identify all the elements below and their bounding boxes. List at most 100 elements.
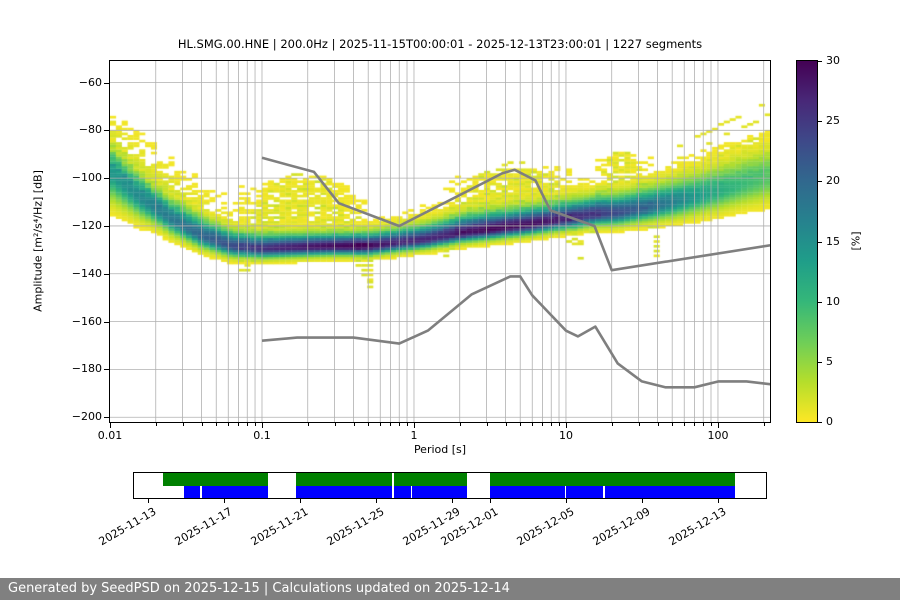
coverage-segment-blue <box>566 485 603 498</box>
timeline-tick <box>718 499 719 503</box>
colorbar-tick <box>818 121 822 123</box>
x-tick-minor <box>520 423 522 426</box>
colorbar-tick <box>818 301 822 303</box>
x-tick-label: 10 <box>559 429 573 442</box>
timeline-date-label: 2025-12-05 <box>514 505 577 549</box>
ppsd-heatmap-canvas <box>110 61 770 422</box>
x-tick-minor <box>684 423 686 426</box>
gridlines <box>110 61 770 422</box>
y-tick-label: −140 <box>71 266 102 280</box>
colorbar-tick <box>818 241 822 243</box>
x-tick-minor <box>380 423 382 426</box>
colorbar-tick-label: 15 <box>826 234 840 248</box>
x-tick-major <box>718 423 719 428</box>
coverage-timeline <box>133 472 767 499</box>
timeline-tick <box>147 499 149 503</box>
colorbar-tick-label: 10 <box>826 294 840 308</box>
colorbar-label: [%] <box>849 231 863 251</box>
x-tick-minor <box>247 423 249 426</box>
x-tick-minor <box>334 423 336 426</box>
coverage-segment-blue <box>604 485 736 498</box>
x-tick-minor <box>657 423 659 426</box>
x-tick-minor <box>307 423 309 426</box>
y-tick-label: −60 <box>78 75 102 89</box>
timeline-tick <box>223 499 225 503</box>
x-tick-minor <box>238 423 240 426</box>
colorbar <box>796 60 818 423</box>
x-tick-minor <box>763 423 765 426</box>
availability-segment-green <box>295 473 392 486</box>
x-tick-minor <box>486 423 488 426</box>
timeline-date-label: 2025-11-17 <box>172 505 235 549</box>
x-tick-minor <box>368 423 370 426</box>
x-tick-minor <box>703 423 705 426</box>
availability-segment-green <box>393 473 468 486</box>
x-tick-label: 0.01 <box>97 429 123 442</box>
timeline-tick <box>376 499 378 503</box>
colorbar-tick <box>818 361 822 363</box>
y-tick-label: −120 <box>71 219 102 232</box>
y-tick-major <box>104 321 109 323</box>
x-tick-major <box>110 423 111 428</box>
timeline-tick <box>451 499 453 503</box>
x-tick-minor <box>155 423 157 426</box>
timeline-tick <box>566 499 568 503</box>
x-tick-label: 0.1 <box>253 429 271 442</box>
plot-title: HL.SMG.00.HNE | 200.0Hz | 2025-11-15T00:… <box>177 37 703 51</box>
timeline-tick <box>300 499 302 503</box>
y-tick-major <box>104 369 109 371</box>
y-tick-label: −160 <box>71 314 102 328</box>
x-tick-minor <box>559 423 560 426</box>
x-tick-minor <box>672 423 674 426</box>
plot-overlay <box>110 61 770 422</box>
y-tick-label: −200 <box>71 410 102 424</box>
y-tick-label: −80 <box>78 123 102 137</box>
x-tick-minor <box>201 423 203 426</box>
colorbar-tick-label: 20 <box>826 174 840 188</box>
x-tick-major <box>566 423 567 428</box>
high-noise-model-line <box>261 156 770 272</box>
availability-segment-green <box>489 473 736 486</box>
x-tick-minor <box>505 423 507 426</box>
y-tick-major <box>104 82 109 84</box>
low-noise-model-line <box>261 275 770 389</box>
x-tick-minor <box>459 423 461 426</box>
timeline-tick <box>642 499 644 503</box>
x-tick-minor <box>255 423 256 426</box>
y-tick-major <box>104 130 109 132</box>
footer-bar: Generated by SeedPSD on 2025-12-15 | Cal… <box>0 578 900 600</box>
x-tick-minor <box>638 423 640 426</box>
colorbar-tick-label: 25 <box>826 114 840 128</box>
y-tick-major <box>104 226 109 227</box>
x-tick-minor <box>228 423 230 426</box>
coverage-segment-blue <box>183 485 200 498</box>
timeline-date-label: 2025-11-25 <box>324 505 387 549</box>
y-tick-major <box>104 273 109 275</box>
x-tick-minor <box>711 423 712 426</box>
x-tick-minor <box>694 423 696 426</box>
y-axis-label: Amplitude [m²/s⁴/Hz] [dB] <box>31 170 45 312</box>
y-tick-major <box>104 417 109 419</box>
coverage-segment-blue <box>295 485 392 498</box>
main-plot <box>109 60 771 423</box>
x-tick-minor <box>182 423 184 426</box>
x-tick-major <box>262 423 263 428</box>
colorbar-tick <box>818 181 822 183</box>
x-tick-minor <box>542 423 544 426</box>
footer-text: Generated by SeedPSD on 2025-12-15 | Cal… <box>8 581 510 596</box>
coverage-segment-blue <box>202 485 268 498</box>
y-tick-label: −100 <box>71 171 102 185</box>
colorbar-tick-label: 0 <box>826 415 833 428</box>
timeline-date-label: 2025-12-09 <box>590 505 653 549</box>
y-tick-major <box>104 178 109 180</box>
colorbar-tick-label: 5 <box>826 354 833 368</box>
x-tick-minor <box>399 423 401 426</box>
timeline-date-label: 2025-12-13 <box>666 505 729 549</box>
timeline-date-label: 2025-11-21 <box>248 505 311 549</box>
x-tick-minor <box>611 423 613 426</box>
colorbar-tick <box>818 422 822 423</box>
y-tick-label: −180 <box>71 362 102 376</box>
coverage-segment-blue <box>412 485 468 498</box>
colorbar-tick-label: 30 <box>826 54 840 67</box>
